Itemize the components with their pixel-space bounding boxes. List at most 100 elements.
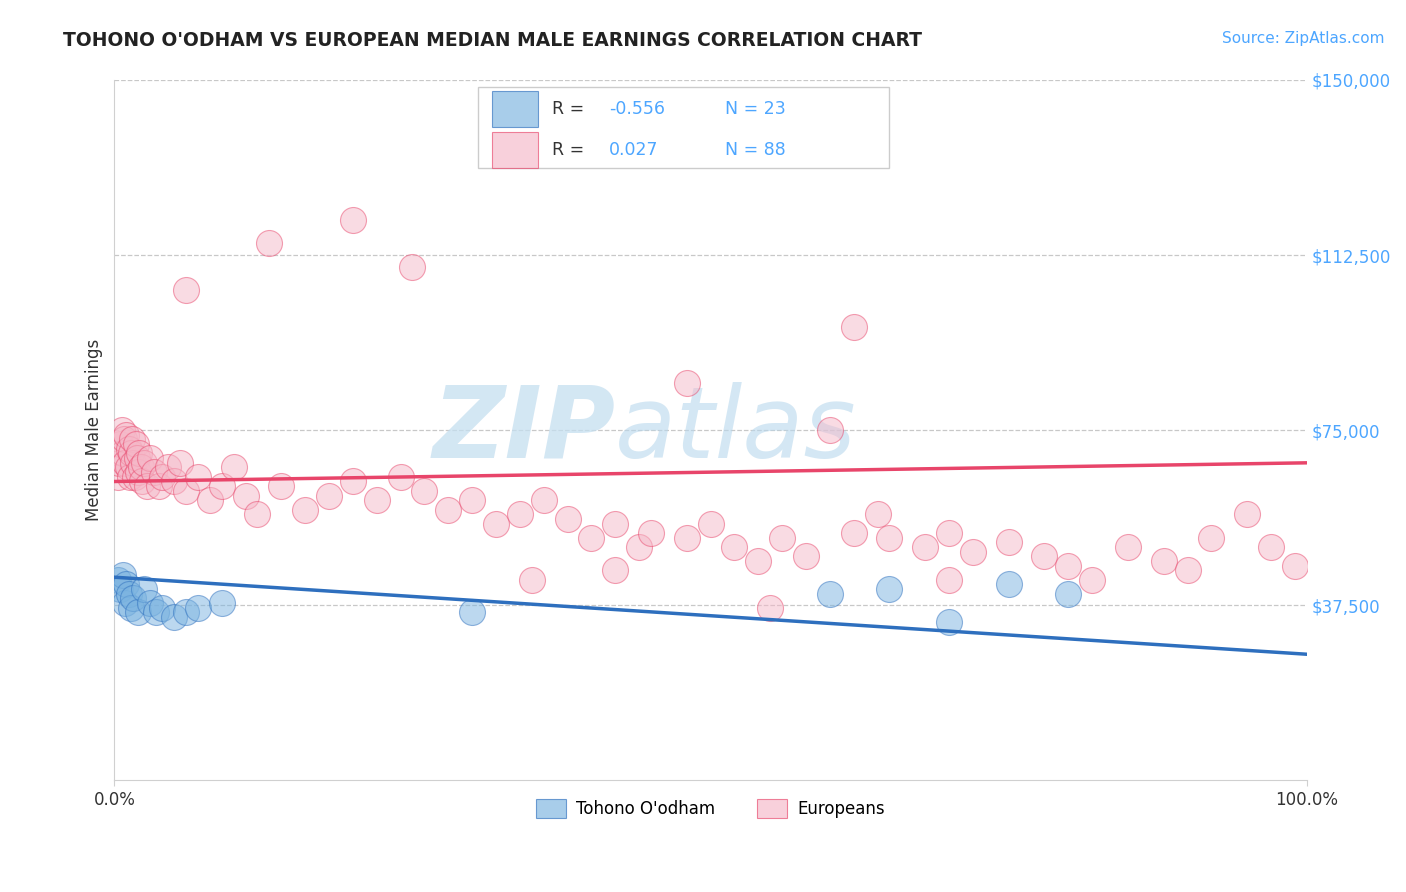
Point [174,283,197,297]
Text: N = 23: N = 23 [725,100,786,118]
Point [198,493,221,508]
Point [174,483,197,498]
Point [1260,540,1282,554]
Point [270,479,292,493]
Point [866,507,889,521]
Point [107,573,129,587]
Point [121,433,143,447]
Text: Source: ZipAtlas.com: Source: ZipAtlas.com [1222,31,1385,46]
Point [145,605,167,619]
Point [107,470,129,484]
Point [842,525,865,540]
Point [111,446,134,460]
Point [605,563,627,577]
Point [794,549,817,564]
Point [127,465,149,479]
Point [628,540,651,554]
Point [879,582,901,596]
Point [938,525,960,540]
Point [108,456,131,470]
Text: atlas: atlas [616,382,856,479]
Point [187,600,209,615]
Point [818,423,841,437]
Point [318,488,340,502]
Point [1057,586,1080,600]
Point [114,596,136,610]
Point [135,479,157,493]
Point [997,535,1019,549]
Y-axis label: Median Male Earnings: Median Male Earnings [86,339,103,521]
Point [127,605,149,619]
Point [997,577,1019,591]
Point [142,465,165,479]
Point [110,437,132,451]
Point [485,516,508,531]
Point [1116,540,1139,554]
Point [1201,531,1223,545]
Point [125,437,148,451]
Point [699,516,721,531]
Point [187,470,209,484]
Point [259,236,281,251]
Point [163,475,186,489]
Point [842,320,865,334]
Point [211,596,233,610]
Point [1177,563,1199,577]
Point [150,600,173,615]
Point [110,423,132,437]
Point [150,470,173,484]
Text: ZIP: ZIP [432,382,616,479]
Text: N = 88: N = 88 [725,141,786,159]
Point [211,479,233,493]
Point [401,260,423,274]
Point [148,479,170,493]
Point [938,573,960,587]
Point [294,502,316,516]
Point [675,376,697,391]
Point [114,456,136,470]
Point [115,577,138,591]
Point [157,460,180,475]
Point [723,540,745,554]
Point [581,531,603,545]
Point [640,525,662,540]
FancyBboxPatch shape [492,90,537,127]
Point [110,582,132,596]
Point [1081,573,1104,587]
Point [759,600,782,615]
Point [461,493,484,508]
FancyBboxPatch shape [478,87,890,168]
Point [125,451,148,466]
Point [111,567,134,582]
Point [139,596,162,610]
Point [122,456,145,470]
Point [174,605,197,619]
Point [120,446,142,460]
Point [246,507,269,521]
Point [520,573,543,587]
Point [509,507,531,521]
Point [118,586,141,600]
Point [120,600,142,615]
Point [879,531,901,545]
Point [117,460,139,475]
Text: R =: R = [553,141,595,159]
Point [169,456,191,470]
Point [112,433,135,447]
Point [1236,507,1258,521]
Point [118,470,141,484]
Point [914,540,936,554]
Point [437,502,460,516]
Point [533,493,555,508]
Point [770,531,793,545]
Text: -0.556: -0.556 [609,100,665,118]
Point [1284,558,1306,573]
Point [134,456,156,470]
Point [675,531,697,545]
Point [122,591,145,606]
Point [557,512,579,526]
Point [962,544,984,558]
Point [124,470,146,484]
Point [342,213,364,227]
Point [1153,554,1175,568]
